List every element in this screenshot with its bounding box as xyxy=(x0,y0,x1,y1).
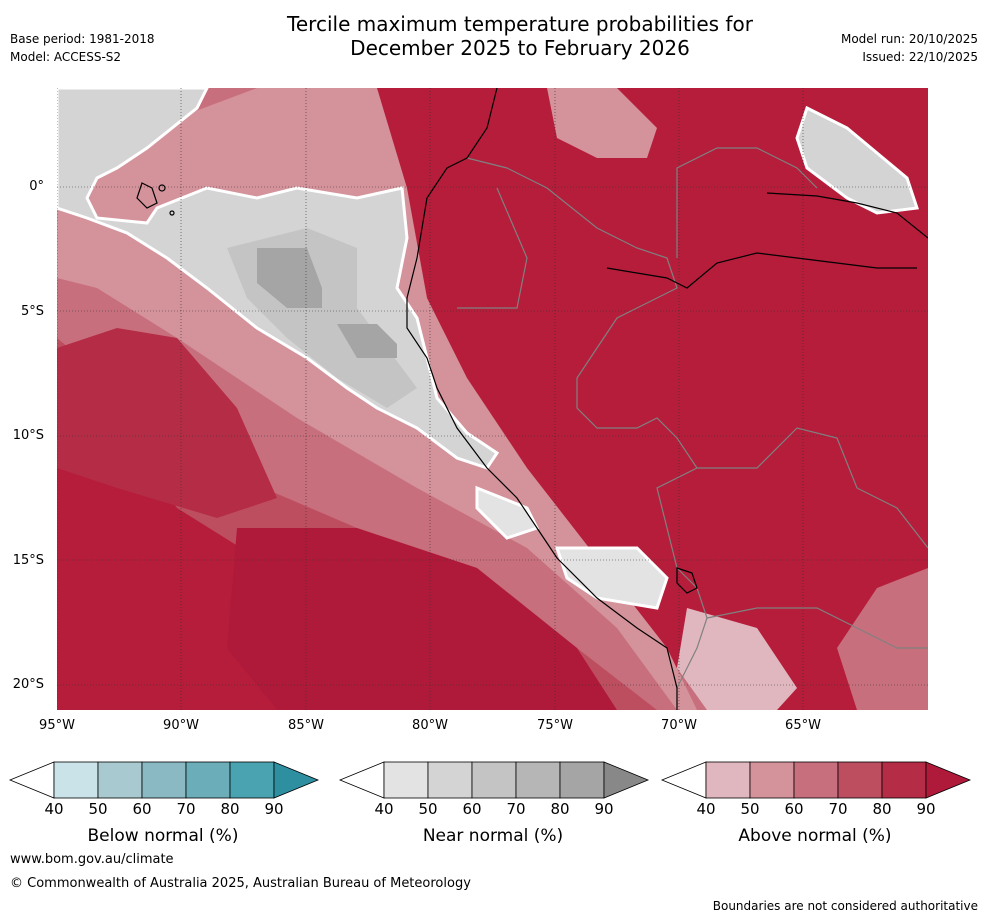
tick-below-4: 80 xyxy=(220,800,240,818)
lon-label-85w: 85°W xyxy=(288,718,324,733)
lon-label-75w: 75°W xyxy=(537,718,573,733)
tick-near-3: 70 xyxy=(506,800,526,818)
probability-map xyxy=(57,88,928,710)
above-normal-50-inland xyxy=(547,88,657,158)
near-normal-amazon-ne xyxy=(795,105,920,215)
lat-label-20s: 20°S xyxy=(12,677,44,692)
tick-near-1: 50 xyxy=(418,800,438,818)
lon-label-90w: 90°W xyxy=(163,718,199,733)
website-text: www.bom.gov.au/climate xyxy=(10,852,174,867)
tick-below-0: 40 xyxy=(44,800,64,818)
tick-below-2: 60 xyxy=(132,800,152,818)
colorbar-near-segment-1 xyxy=(383,761,429,799)
tick-near-0: 40 xyxy=(374,800,394,818)
colorbar-below-arrow-low xyxy=(8,761,55,799)
colorbar-near-arrow-high xyxy=(603,761,650,799)
colorbar-above-segment-2 xyxy=(749,761,795,799)
near-normal-70b xyxy=(337,324,397,358)
colorbar-below-segment-5 xyxy=(229,761,275,799)
above-normal-60-east xyxy=(837,568,928,710)
lon-label-70w: 70°W xyxy=(661,718,697,733)
meta-right: Model run: 20/10/2025 Issued: 22/10/2025 xyxy=(841,30,978,66)
tick-below-5: 90 xyxy=(264,800,284,818)
colorbar-below-segment-4 xyxy=(185,761,231,799)
colorbar-near-segments xyxy=(338,761,650,799)
lon-label-80w: 80°W xyxy=(412,718,448,733)
tick-near-4: 80 xyxy=(550,800,570,818)
tick-above-3: 70 xyxy=(828,800,848,818)
lon-label-95w: 95°W xyxy=(39,718,75,733)
above-normal-80-south xyxy=(227,528,617,710)
tick-above-5: 90 xyxy=(916,800,936,818)
tick-near-2: 60 xyxy=(462,800,482,818)
colorbar-above-normal xyxy=(660,761,972,799)
colorbar-above-segment-5 xyxy=(881,761,927,799)
coastline xyxy=(406,88,678,710)
tick-above-0: 40 xyxy=(696,800,716,818)
tick-below-3: 70 xyxy=(176,800,196,818)
colorbar-above-arrow-low xyxy=(660,761,707,799)
tick-above-2: 60 xyxy=(784,800,804,818)
colorbar-below-segments xyxy=(8,761,320,799)
disclaimer-text: Boundaries are not considered authoritat… xyxy=(712,899,978,913)
lon-label-65w: 65°W xyxy=(785,718,821,733)
grid-lines xyxy=(57,88,928,710)
issued-date: Issued: 22/10/2025 xyxy=(862,50,978,64)
colorbar-near-segment-3 xyxy=(471,761,517,799)
lat-label-15s: 15°S xyxy=(12,553,44,568)
tick-near-5: 90 xyxy=(594,800,614,818)
colorbar-below-segment-3 xyxy=(141,761,187,799)
lat-label-5s: 5°S xyxy=(20,304,44,319)
amazon-north-channel xyxy=(766,192,928,239)
above-normal-50-south xyxy=(677,608,797,710)
colorbar-near-segment-4 xyxy=(515,761,561,799)
base-period: Base period: 1981-2018 xyxy=(10,32,155,46)
amazon-river xyxy=(606,252,917,289)
colorbar-below-normal xyxy=(8,761,320,799)
model-name: Model: ACCESS-S2 xyxy=(10,50,122,64)
above-normal-red-patch xyxy=(57,328,277,518)
tick-above-4: 80 xyxy=(872,800,892,818)
model-run: Model run: 20/10/2025 xyxy=(840,32,978,46)
meta-left: Base period: 1981-2018 Model: ACCESS-S2 xyxy=(10,30,155,66)
lake-titicaca xyxy=(676,567,698,594)
colorbar-near-segment-5 xyxy=(559,761,605,799)
colorbar-title-near: Near normal (%) xyxy=(422,826,564,846)
tick-below-1: 50 xyxy=(88,800,108,818)
tick-above-1: 50 xyxy=(740,800,760,818)
copyright-text: © Commonwealth of Australia 2025, Austra… xyxy=(10,876,471,891)
lat-label-0: 0° xyxy=(29,179,44,194)
country-borders xyxy=(457,147,928,689)
colorbar-near-arrow-low xyxy=(338,761,385,799)
colorbar-below-segment-2 xyxy=(97,761,143,799)
colorbar-below-arrow-high xyxy=(273,761,320,799)
colorbar-below-segment-1 xyxy=(53,761,99,799)
colorbar-above-segment-3 xyxy=(793,761,839,799)
galapagos-islands xyxy=(136,182,175,216)
lat-label-10s: 10°S xyxy=(12,428,44,443)
near-normal-coastal-2 xyxy=(475,485,540,540)
colorbar-above-segment-4 xyxy=(837,761,883,799)
colorbar-near-normal xyxy=(338,761,650,799)
near-normal-coastal-1 xyxy=(554,546,669,610)
colorbar-above-segments xyxy=(660,761,972,799)
chart-title: Tercile maximum temperature probabilitie… xyxy=(0,12,988,60)
colorbar-above-segment-1 xyxy=(705,761,751,799)
colorbar-title-above: Above normal (%) xyxy=(738,826,892,846)
colorbar-above-arrow-high xyxy=(925,761,972,799)
title-line-1: Tercile maximum temperature probabilitie… xyxy=(287,12,753,36)
colorbar-near-segment-2 xyxy=(427,761,473,799)
colorbar-title-below: Below normal (%) xyxy=(87,826,239,846)
title-line-2: December 2025 to February 2026 xyxy=(350,36,690,60)
